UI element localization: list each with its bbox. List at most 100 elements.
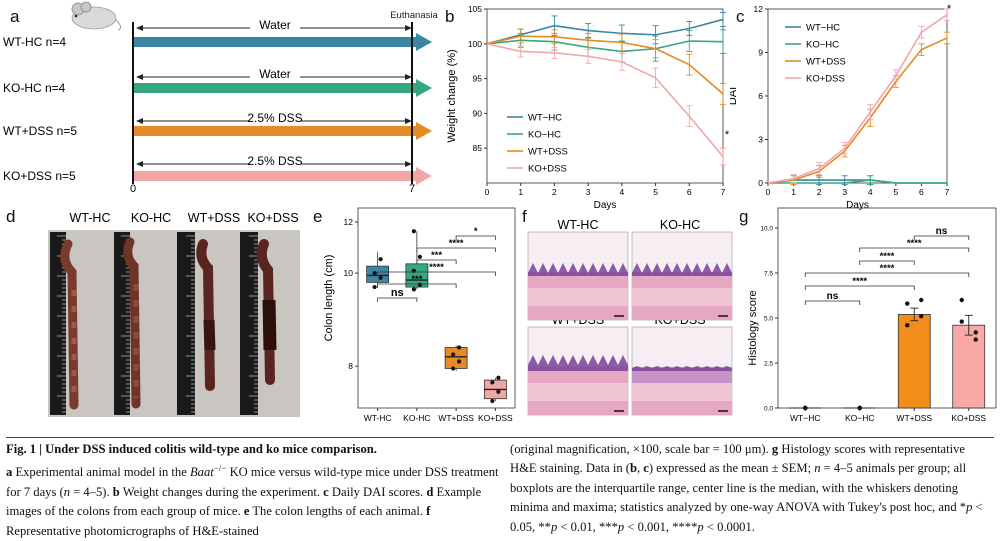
- left-arrow: [136, 118, 143, 124]
- bar-arrowhead: [416, 79, 432, 97]
- data-point: [905, 323, 910, 328]
- caption-left: Fig. 1 | Under DSS induced colitis wild-…: [6, 440, 500, 541]
- cap-gene: Baat: [189, 465, 214, 480]
- x-tick-label: 3: [586, 187, 591, 197]
- cap-g-text: Histology scores with representative H&E…: [510, 442, 965, 476]
- cap-r2: ) expressed as the mean ± SEM;: [648, 461, 815, 476]
- colon-ko-hc: [123, 237, 141, 409]
- significance-bracket: [377, 297, 418, 302]
- panel-b-label: b: [445, 7, 454, 26]
- bar: [897, 314, 931, 409]
- colon-ko-dss: [256, 239, 277, 385]
- panel-a-label: a: [10, 7, 20, 26]
- y-tick-label: 8: [348, 361, 353, 371]
- x-tick-label: 7: [945, 187, 950, 197]
- y-axis-title: Histology score: [747, 290, 759, 365]
- significance-bracket: [804, 285, 915, 290]
- legend-label: KO+DSS: [528, 164, 567, 175]
- data-point: [451, 352, 456, 357]
- panel-c-label: c: [736, 7, 745, 26]
- colon-wt-dss: [196, 239, 216, 391]
- significance-label: ns: [936, 226, 948, 237]
- cap-f: f: [426, 504, 431, 519]
- significance-label: ****: [907, 238, 922, 249]
- x-tick-label: WT+DSS: [896, 413, 932, 423]
- bar-arrowhead: [416, 122, 432, 140]
- cap-p3: p: [617, 519, 625, 534]
- data-point: [417, 254, 422, 259]
- treatment-label: 2.5% DSS: [247, 154, 302, 168]
- x-tick-label: WT-HC: [364, 413, 392, 423]
- x-tick-label: KO−HC: [845, 413, 875, 423]
- x-tick-label: 2: [552, 187, 557, 197]
- data-point: [905, 301, 910, 306]
- caption-right: (original magnification, ×100, scale bar…: [510, 440, 994, 537]
- panel-b-weight-chart: b 85 90 95 100 105 0 1 2 3 4 5 6 7 Days Weight change …: [445, 4, 730, 210]
- treatment-bar: [133, 83, 416, 93]
- data-point: [973, 337, 978, 342]
- data-point: [959, 297, 964, 303]
- legend-label: WT+DSS: [528, 147, 568, 158]
- data-point: [457, 345, 462, 350]
- treatment-bar: [133, 37, 416, 47]
- right-arrow: [405, 74, 412, 80]
- y-tick-label: 0: [758, 178, 763, 188]
- cap-f-text: Representative photomicrographs of H&E-s…: [6, 523, 259, 538]
- right-arrow: [405, 25, 412, 31]
- significance-bracket: [416, 259, 457, 264]
- treatment-label-bg: [250, 112, 300, 124]
- day-7-tick: 7: [409, 183, 415, 195]
- cap-a-text2: KO mice versus wild-type mice under DSS …: [6, 465, 499, 499]
- cap-e-text: The colon lengths of each animal.: [249, 504, 427, 519]
- left-arrow: [136, 161, 143, 167]
- cap-d-text: Example images of the colons from each g…: [6, 485, 482, 519]
- group-label: WT-HC n=4: [3, 35, 66, 49]
- cap-p4: p: [697, 519, 704, 534]
- cap-p1: p: [966, 500, 973, 515]
- significance-star: *: [947, 3, 952, 15]
- panel-d-label: d: [6, 207, 15, 226]
- data-point: [457, 359, 462, 364]
- group-label: KO+DSS n=5: [3, 169, 76, 183]
- significance-star: *: [725, 129, 730, 141]
- cap-r6: < 0.001, ****: [624, 519, 698, 534]
- ruler: [240, 232, 258, 415]
- panel-e-label: e: [313, 207, 322, 226]
- significance-bracket: [913, 235, 970, 240]
- treatment-label-bg: [250, 19, 300, 31]
- x-axis-title: Days: [594, 200, 617, 210]
- mucosa-crypts: [632, 366, 732, 371]
- significance-bracket: [804, 272, 970, 277]
- x-tick-label: 4: [868, 187, 873, 197]
- treatment-label: 2.5% DSS: [247, 111, 302, 125]
- x-tick-label: 7: [721, 187, 726, 197]
- cap-b-text: Weight changes during the experiment.: [119, 485, 324, 499]
- data-point: [411, 229, 416, 234]
- panel-g-label: g: [740, 207, 748, 226]
- right-arrow: [405, 118, 412, 124]
- cap-a-range: = 4–5).: [70, 485, 113, 499]
- panel-f-histology: f WT-HC KO-HC WT+DSS KO+DSS: [520, 200, 740, 430]
- mucosa-crypts: [632, 263, 732, 276]
- left-arrow: [136, 25, 143, 31]
- y-tick-label: 12: [344, 217, 354, 227]
- cap-a-text: Experimental animal model in the: [12, 465, 190, 480]
- significance-bracket: [377, 283, 457, 288]
- y-tick-label: 10: [344, 268, 354, 278]
- panel-d-colon-photos: d WT-HC KO-HC WT+DSS KO+DSS: [6, 207, 300, 417]
- panel-f-label: f: [522, 207, 527, 226]
- x-tick-label: WT−HC: [790, 413, 820, 423]
- significance-label: ****: [429, 262, 444, 273]
- x-tick-label: KO+DSS: [478, 413, 513, 423]
- legend-label: KO+DSS: [806, 74, 845, 85]
- data-point: [451, 366, 456, 371]
- significance-label: ***: [431, 250, 442, 261]
- y-tick-label: 7.5: [764, 271, 773, 278]
- cap-a-n: n: [63, 485, 71, 499]
- ruler: [177, 232, 195, 415]
- cap-cc: c: [643, 461, 649, 476]
- y-tick-label: 9: [758, 48, 763, 58]
- data-point: [378, 257, 383, 262]
- treatment-label-bg: [250, 155, 300, 167]
